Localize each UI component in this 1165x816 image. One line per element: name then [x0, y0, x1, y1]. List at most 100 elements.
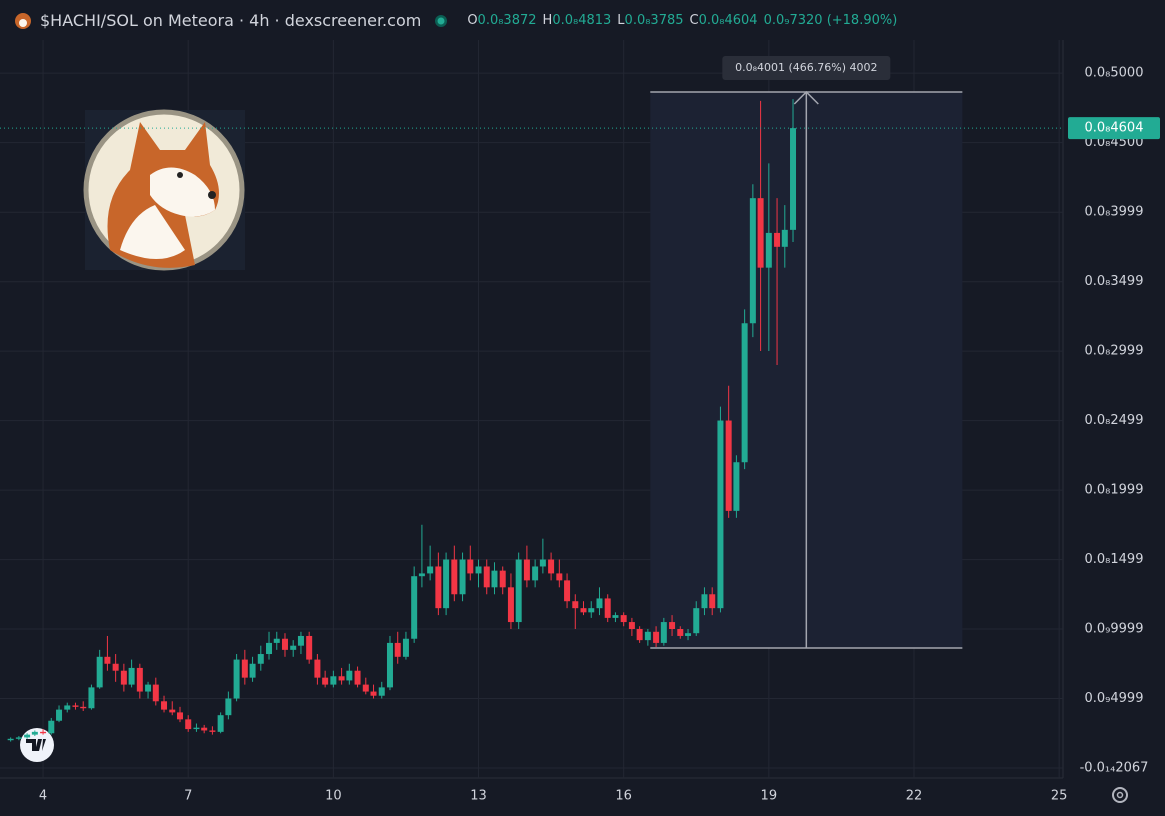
candle-body	[660, 622, 667, 643]
candle-body	[266, 642, 273, 655]
candle-body	[507, 587, 514, 623]
candle-body	[112, 663, 119, 671]
candle-body	[88, 687, 95, 709]
candle-body	[475, 566, 482, 574]
candle-body	[459, 559, 466, 595]
candle-body	[669, 622, 676, 630]
x-tick-label: 16	[615, 789, 632, 804]
candle-body	[362, 684, 369, 692]
candle-body	[402, 638, 409, 657]
y-tick-label: 0.0₈1499	[1085, 552, 1144, 567]
pair-icon	[15, 12, 31, 29]
candle-body	[249, 663, 256, 678]
token-logo	[83, 109, 245, 271]
candle-body	[467, 559, 474, 574]
candle-body	[693, 608, 700, 634]
candle-body	[7, 738, 14, 741]
candle-body	[386, 642, 393, 688]
y-tick-label: 0.0₉9999	[1085, 622, 1144, 637]
y-tick-label: 0.0₈1999	[1085, 483, 1144, 498]
candle-body	[411, 576, 418, 639]
candle-body	[128, 667, 135, 685]
ohlc-key: O	[467, 13, 478, 28]
y-tick-label: 0.0₈3999	[1085, 205, 1144, 220]
candle-body	[604, 598, 611, 618]
x-tick-label: 7	[184, 789, 192, 804]
x-tick-label: 13	[470, 789, 487, 804]
candle-body	[733, 462, 740, 511]
candle-body	[338, 676, 345, 681]
candle-body	[233, 659, 240, 699]
ohlc-key: C	[689, 13, 699, 28]
candle-body	[176, 712, 183, 720]
candle-body	[620, 615, 627, 623]
candle-body	[443, 559, 450, 609]
candle-body	[523, 559, 530, 581]
candle-body	[709, 594, 716, 609]
change: 0.0₉7320 (+18.90%)	[763, 13, 898, 28]
candle-body	[394, 642, 401, 657]
candle-body	[136, 667, 143, 692]
candle-body	[322, 677, 329, 685]
status-dot	[435, 14, 448, 27]
ohlc-key: L	[617, 13, 625, 28]
candle-body	[725, 420, 732, 511]
candle-body	[677, 629, 684, 636]
candle-body	[40, 731, 47, 734]
settings-icon[interactable]	[1112, 787, 1128, 803]
candle-body	[330, 676, 337, 685]
candle-body	[104, 656, 111, 664]
candle-body	[685, 633, 692, 636]
candle-body	[548, 559, 555, 574]
candle-body	[96, 656, 103, 688]
candle-body	[580, 608, 587, 613]
candle-body	[314, 659, 321, 678]
candle-body	[636, 629, 643, 641]
candle-body	[185, 719, 192, 730]
candle-body	[532, 566, 539, 581]
candle-body	[217, 715, 224, 732]
candle-body	[297, 635, 304, 646]
candle-body	[80, 706, 87, 709]
candle-body	[346, 670, 353, 681]
candle-body	[378, 687, 385, 696]
candle-body	[757, 198, 764, 268]
candle-body	[701, 594, 708, 609]
y-tick-label: 0.0₈2499	[1085, 413, 1144, 428]
candle-body	[790, 128, 797, 230]
candle-body	[145, 684, 152, 692]
candle-body	[765, 232, 772, 268]
candle-body	[281, 638, 288, 650]
candle-body	[257, 654, 264, 664]
candle-body	[418, 573, 425, 577]
candle-body	[161, 701, 168, 710]
candle-body	[564, 580, 571, 602]
candle-body	[241, 659, 248, 678]
candle-body	[225, 698, 232, 716]
candle-body	[31, 731, 38, 735]
candle-body	[588, 608, 595, 613]
candle-body	[306, 635, 313, 660]
candle-body	[64, 705, 71, 710]
candle-body	[15, 737, 22, 739]
candle-body	[515, 559, 522, 623]
candle-body	[612, 615, 619, 618]
candle-body	[749, 198, 756, 324]
ohlc-legend: O 0.0₈3872 H 0.0₈4813 L 0.0₈3785 C 0.0₈4604	[461, 13, 757, 28]
candle-body	[290, 645, 297, 650]
candle-body	[193, 727, 200, 730]
candle-body	[556, 573, 563, 581]
candle-body	[370, 691, 377, 696]
candle-body	[169, 709, 176, 713]
y-tick-label: 0.0₉4999	[1085, 691, 1144, 706]
candle-body	[120, 670, 127, 685]
x-tick-label: 22	[906, 789, 923, 804]
candle-body	[56, 709, 63, 721]
candle-body	[774, 232, 781, 247]
candle-body	[741, 323, 748, 463]
header: $HACHI/SOL on Meteora · 4h · dexscreener…	[14, 11, 897, 30]
x-tick-label: 19	[761, 789, 778, 804]
candle-body	[653, 631, 660, 643]
